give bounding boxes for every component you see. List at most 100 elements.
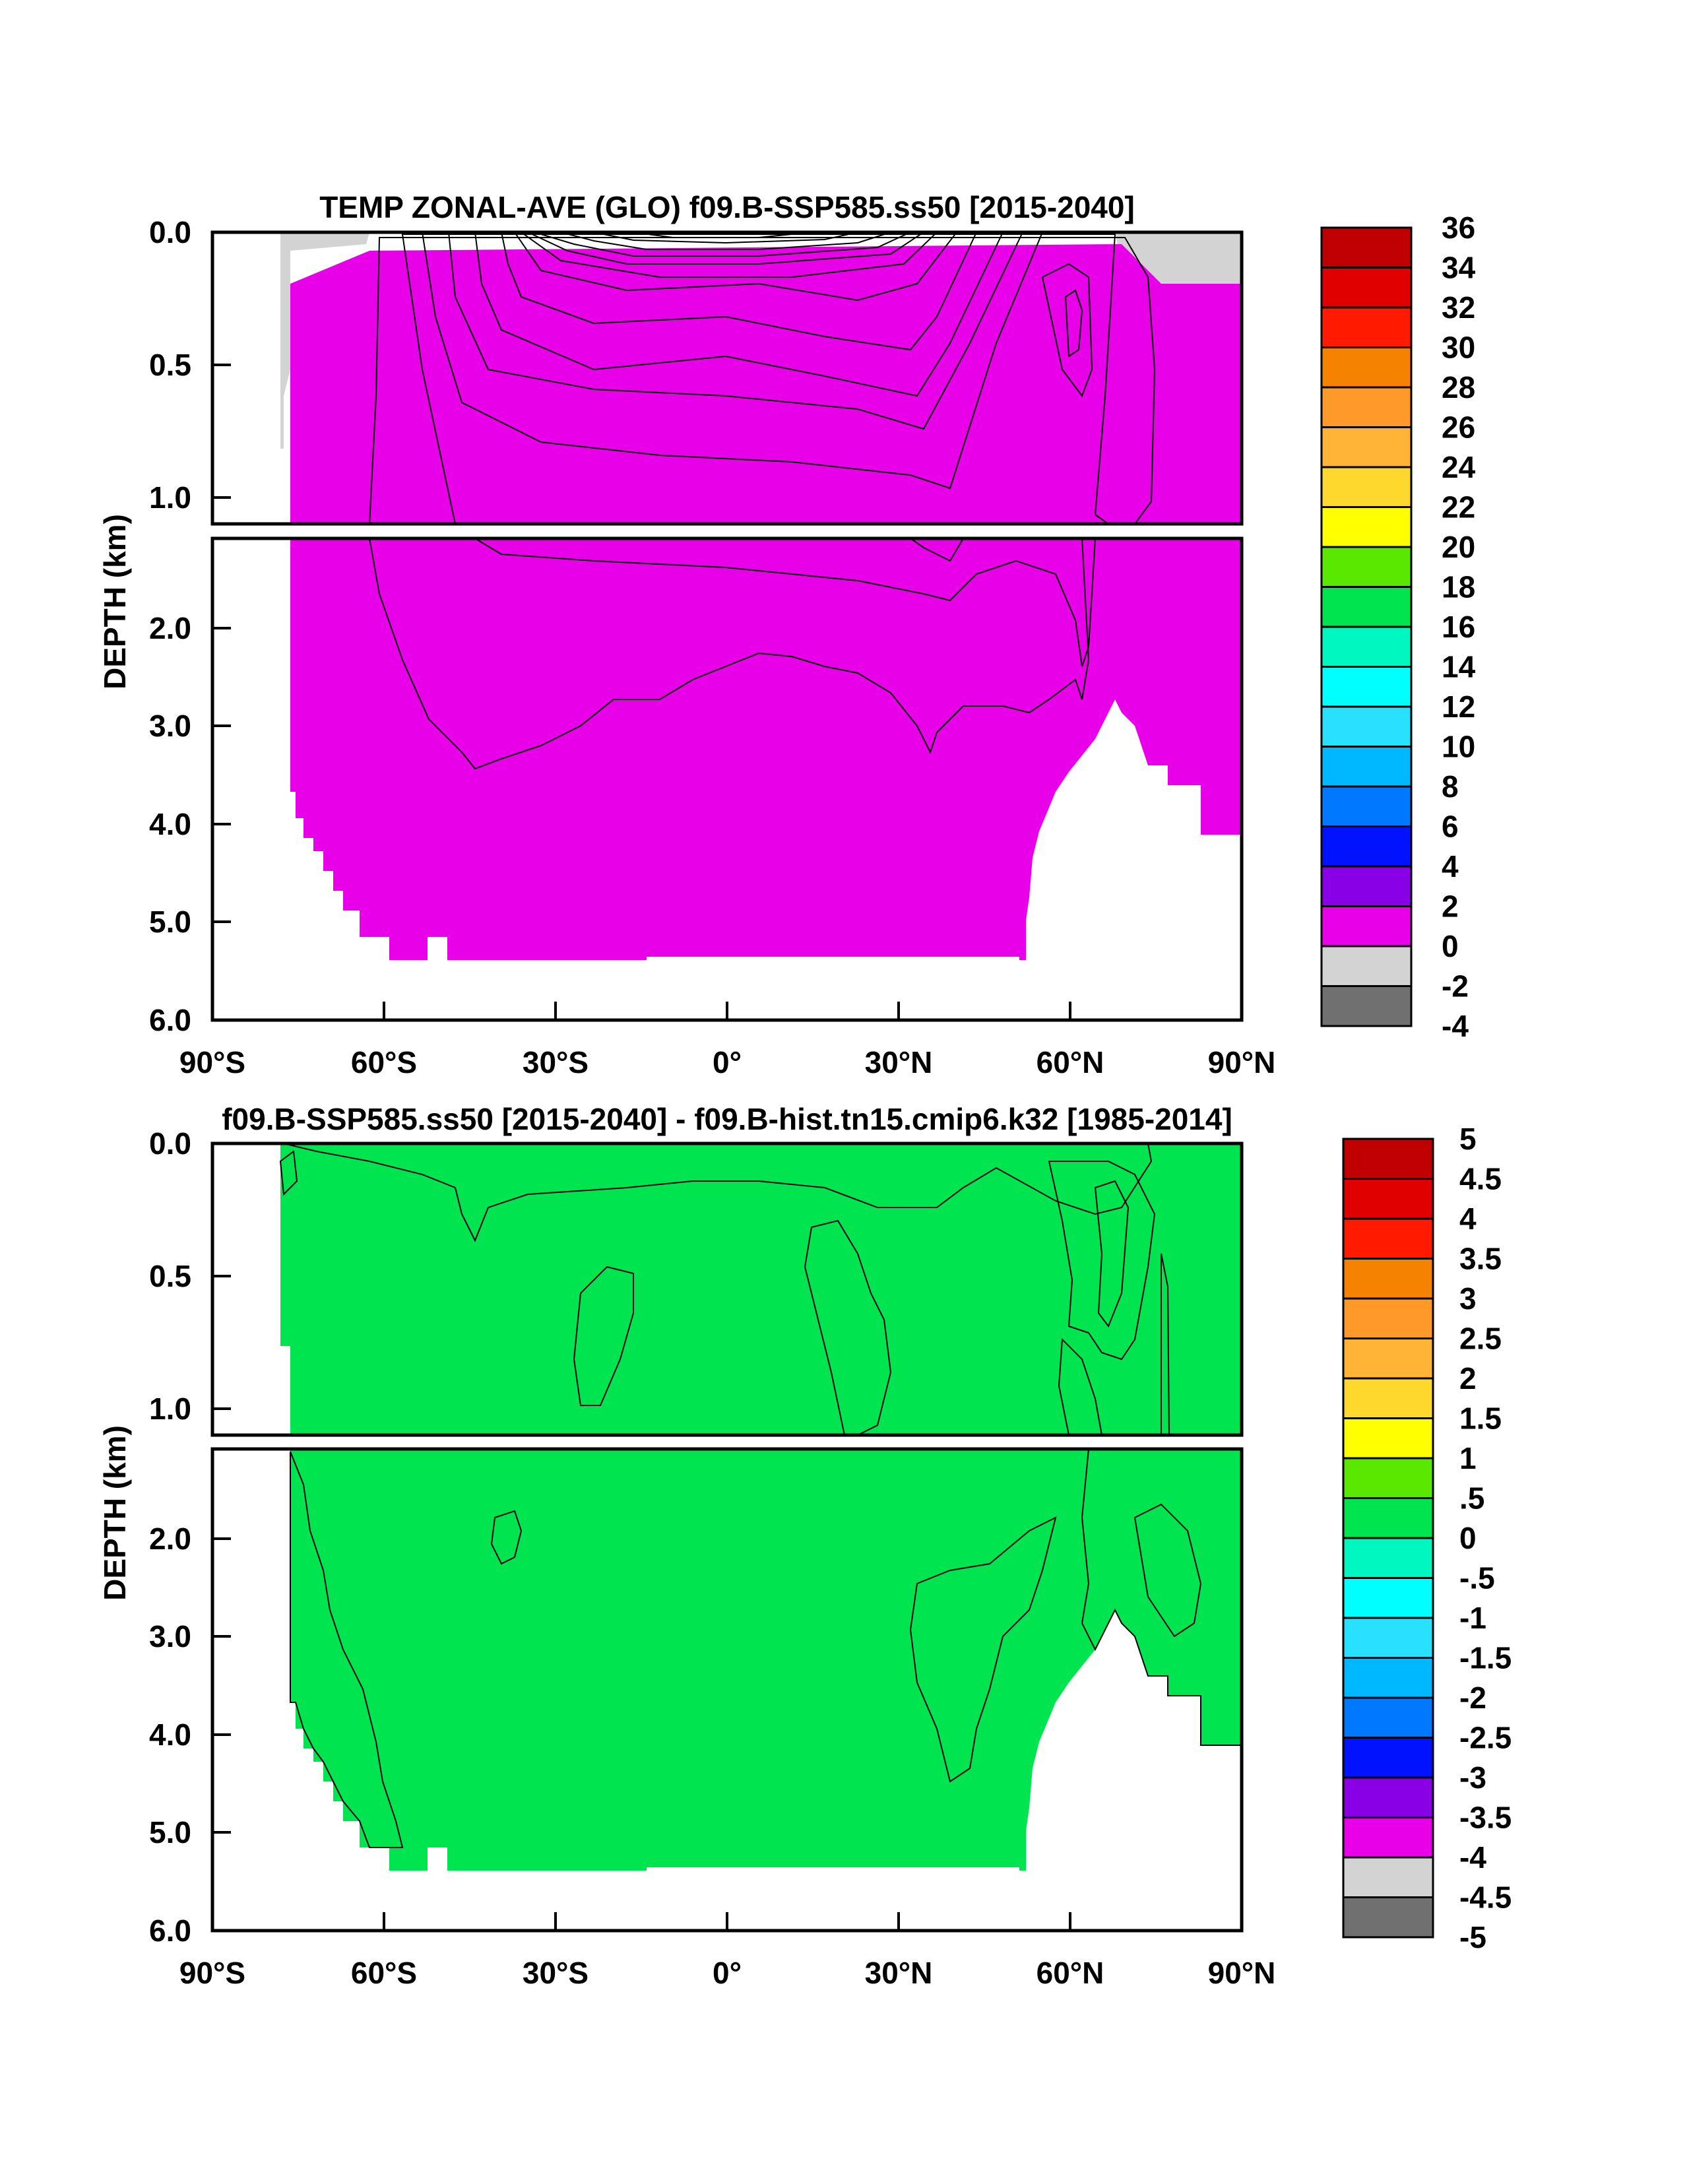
chart-1-fill-6to8	[421, 232, 1044, 490]
chart-2-fill-arctic-cyan	[1081, 1449, 1242, 1746]
chart-1-ytick-7: 6.0	[149, 1003, 191, 1037]
chart-2-fill-arctic-strip	[1161, 1253, 1170, 1435]
chart-2-colorbar-swatch	[1342, 1258, 1434, 1300]
chart-1-xtick-4: 30°N	[865, 1045, 933, 1079]
chart-1-ytick-5: 4.0	[149, 807, 191, 841]
chart-2-colorbar-swatch	[1342, 1696, 1434, 1739]
chart-2-colorbar-label: 4	[1459, 1202, 1477, 1236]
chart-2-yticks-upper: 0.0 0.5 1.0	[149, 1126, 231, 1426]
chart-1-xtick-5: 60°N	[1036, 1045, 1104, 1079]
chart-2-colorbar-label: -5	[1459, 1920, 1486, 1954]
chart-1-upper-frame	[210, 230, 1244, 526]
chart-1-ylabel: DEPTH (km)	[98, 514, 132, 690]
chart-1-colorbar-label: 16	[1442, 610, 1475, 644]
chart-1-colorbar-swatch	[1320, 945, 1413, 987]
chart-2-colorbar-swatch	[1342, 1856, 1434, 1898]
chart-2-fill-0to05	[280, 1143, 1242, 1435]
chart-1-fill-24to26	[593, 232, 858, 244]
chart-2-xtick-6: 90°N	[1208, 1956, 1276, 1990]
chart-1-xtick-3: 0°	[713, 1045, 742, 1079]
chart-1-land-south	[280, 232, 369, 449]
chart-1-colorbar-swatch	[1320, 506, 1413, 548]
chart-2-ytick-7: 6.0	[149, 1913, 191, 1948]
chart-1-fill-2to4	[368, 237, 1156, 524]
chart-1-yticks-lower: 2.0 3.0 4.0 5.0 6.0	[149, 611, 231, 1037]
chart-1-colorbar-label: 34	[1442, 251, 1476, 285]
chart-2-fill-blob-c	[490, 1510, 523, 1565]
chart-2-colorbar-swatch	[1342, 1896, 1434, 1939]
chart-1-colorbar-label: 14	[1442, 650, 1476, 684]
chart-2-title: f09.B-SSP585.ss50 [2015-2040] - f09.B-hi…	[222, 1102, 1232, 1136]
chart-1-upper-panel	[212, 232, 1242, 524]
chart-2-ylabel: DEPTH (km)	[98, 1425, 132, 1601]
chart-1-ytick-1: 0.5	[149, 348, 191, 382]
chart-1-colorbar-label: 24	[1442, 450, 1476, 484]
chart-2-colorbar-label: -4	[1459, 1840, 1486, 1875]
chart-1-colorbar-swatch	[1320, 466, 1413, 508]
chart-1-colorbar-swatch	[1320, 586, 1413, 628]
chart-1-colorbar-swatch	[1320, 386, 1413, 428]
chart-1-colorbar-swatch	[1320, 746, 1413, 788]
chart-1-lower-panel	[212, 538, 1242, 1020]
chart-2-colorbar: 54.543.532.521.51.50-.5-1-1.5-2-2.5-3-3.…	[1342, 1122, 1512, 1954]
chart-2-ytick-5: 4.0	[149, 1718, 191, 1752]
chart-2-fill-sw-corner	[279, 1150, 298, 1196]
chart-2-colorbar-label: 1.5	[1459, 1401, 1502, 1436]
chart-2-colorbar-swatch	[1342, 1217, 1434, 1260]
chart-2-xtick-5: 60°N	[1036, 1956, 1104, 1990]
chart-1-colorbar-swatch	[1320, 226, 1413, 269]
chart-1-fill-4to6	[401, 234, 1116, 524]
chart-1-ytick-3: 2.0	[149, 611, 191, 645]
chart-2-fill-nordic-1to15	[1094, 1180, 1130, 1328]
chart-2-fill-05to1	[283, 1143, 1153, 1242]
chart-1-colorbar-label: -4	[1442, 1009, 1469, 1043]
chart-1-colorbar-swatch	[1320, 626, 1413, 668]
chart-1-colorbar-swatch	[1320, 865, 1413, 907]
chart-2-fill-blob-b	[804, 1219, 892, 1435]
chart-2-colorbar-swatch	[1342, 1537, 1434, 1579]
chart-2-colorbar-label: .5	[1459, 1481, 1484, 1516]
chart-2-fill-blob-a	[573, 1266, 634, 1406]
chart-2-colorbar-swatch	[1342, 1737, 1434, 1779]
chart-1-colorbar-label: 30	[1442, 331, 1475, 365]
chart-1-colorbar-swatch	[1320, 825, 1413, 868]
chart-2-colorbar-label: 2	[1459, 1361, 1477, 1396]
chart-1-colorbar-swatch	[1320, 985, 1413, 1027]
chart-1-yticks-upper: 0.0 0.5 1.0	[149, 215, 231, 515]
chart-1-xtick-0: 90°S	[179, 1045, 245, 1079]
chart-1-colorbar-label: 8	[1442, 769, 1459, 804]
chart-2-colorbar-label: 5	[1459, 1122, 1477, 1156]
chart-2-upper-panel	[212, 1143, 1242, 1435]
chart-2-xtick-4: 30°N	[865, 1956, 933, 1990]
chart-1-colorbar-swatch	[1320, 905, 1413, 947]
chart-2-colorbar-label: 1	[1459, 1441, 1477, 1475]
chart-2-colorbar-label: 4.5	[1459, 1162, 1502, 1196]
chart-1-title: TEMP ZONAL-AVE (GLO) f09.B-SSP585.ss50 […	[319, 190, 1135, 224]
chart-2-colorbar-swatch	[1342, 1617, 1434, 1659]
chart-2-fill-south-cyan	[290, 1451, 404, 1848]
chart-2-colorbar-label: -.5	[1459, 1561, 1495, 1595]
chart-1-fill-12to14	[500, 232, 978, 351]
chart-2-fill-arctic-green	[1133, 1503, 1202, 1638]
chart-1-xticks: 90°S 60°S 30°S 0° 30°N 60°N 90°N	[179, 1002, 1276, 1079]
chart-1-fill-10to12	[474, 232, 1004, 397]
chart-1-fill-2to4-deep	[368, 538, 1090, 770]
chart-1-colorbar-swatch	[1320, 705, 1413, 748]
chart-2-colorbar-swatch	[1342, 1776, 1434, 1818]
chart-1-fill-14to16	[513, 232, 958, 302]
chart-1-colorbar-label: 10	[1442, 730, 1475, 764]
chart-2-lower-panel	[212, 1449, 1242, 1931]
chart-1-xtick-6: 90°N	[1208, 1045, 1276, 1079]
chart-1-colorbar-label: 26	[1442, 410, 1475, 445]
chart-1-ytick-6: 5.0	[149, 905, 191, 939]
chart-2-fill-nordic-cyan	[1058, 1337, 1103, 1435]
chart-2-colorbar-swatch	[1342, 1497, 1434, 1539]
chart-2-upper-frame	[210, 1141, 1244, 1437]
chart-2-ytick-2: 1.0	[149, 1392, 191, 1426]
chart-1-fill-18to20	[527, 232, 925, 265]
chart-1-fill-nordic-inner	[1064, 289, 1083, 358]
chart-2-colorbar-swatch	[1342, 1178, 1434, 1220]
chart-2-colorbar-swatch	[1342, 1417, 1434, 1460]
chart-2-colorbar-swatch	[1342, 1377, 1434, 1419]
chart-2-xtick-2: 30°S	[523, 1956, 589, 1990]
